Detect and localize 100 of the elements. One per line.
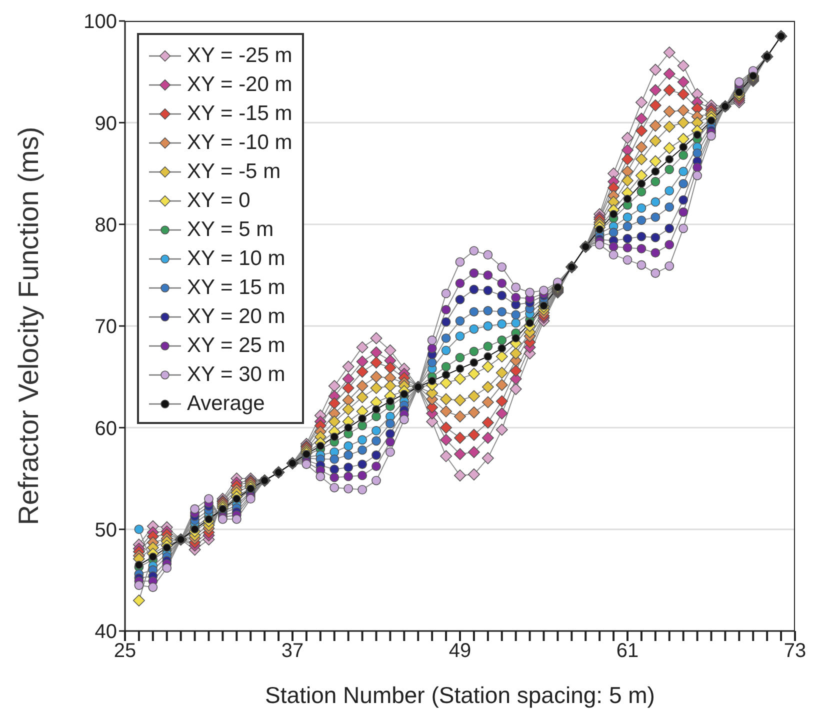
point	[399, 414, 409, 424]
point	[370, 346, 382, 358]
point	[484, 352, 492, 361]
point	[190, 525, 199, 534]
point	[496, 407, 508, 420]
point	[650, 197, 660, 207]
point	[677, 104, 690, 116]
point	[469, 307, 479, 316]
point	[482, 396, 494, 408]
point	[441, 346, 451, 356]
point	[649, 134, 662, 147]
legend-label: Average	[187, 391, 265, 417]
point	[440, 450, 452, 462]
point	[358, 484, 367, 494]
point	[384, 362, 396, 374]
point	[482, 381, 494, 393]
point	[498, 344, 506, 353]
point	[441, 305, 451, 314]
point	[692, 170, 702, 180]
point	[468, 446, 480, 458]
point	[540, 301, 548, 310]
point	[635, 96, 648, 108]
point	[649, 84, 662, 96]
point	[497, 307, 507, 316]
point	[372, 436, 381, 446]
point	[134, 580, 144, 590]
point	[511, 318, 521, 328]
legend-label: XY = 0	[187, 188, 250, 214]
point	[510, 347, 522, 360]
point	[664, 224, 674, 234]
point	[636, 232, 646, 242]
point	[650, 268, 660, 278]
point	[330, 472, 340, 482]
x-axis-title: Station Number (Station spacing: 5 m)	[265, 682, 655, 708]
point	[526, 318, 534, 328]
point	[677, 88, 690, 100]
x-tick-label: 49	[448, 640, 472, 662]
point	[468, 406, 480, 418]
point	[190, 504, 200, 514]
point	[510, 383, 522, 396]
x-tick-label: 61	[616, 640, 639, 662]
y-axis-title: Refractor Velocity Function (ms)	[12, 126, 44, 526]
point	[664, 202, 674, 212]
point	[441, 317, 451, 327]
point	[483, 270, 493, 280]
point	[608, 242, 618, 252]
point	[469, 324, 479, 334]
x-tick-label: 73	[784, 640, 806, 662]
point	[232, 514, 242, 524]
point	[622, 243, 632, 252]
point	[454, 394, 466, 406]
point	[496, 395, 508, 408]
point	[663, 68, 676, 80]
legend-label: XY = -10 m	[187, 130, 292, 156]
point	[677, 76, 690, 88]
point	[635, 112, 648, 125]
point	[482, 432, 494, 444]
point	[440, 393, 452, 406]
y-tick-label: 60	[94, 418, 117, 440]
point	[665, 155, 674, 164]
point	[622, 165, 634, 178]
legend-label: XY = -15 m	[187, 101, 292, 127]
point	[664, 164, 674, 174]
point	[342, 394, 354, 406]
point	[344, 462, 354, 472]
point	[636, 216, 646, 225]
point	[496, 378, 508, 391]
point	[483, 306, 493, 316]
point	[440, 405, 452, 418]
point	[384, 344, 396, 356]
point	[370, 332, 382, 344]
point	[372, 412, 381, 422]
point	[525, 288, 534, 298]
point	[330, 454, 340, 464]
point	[428, 376, 436, 386]
point	[692, 148, 702, 158]
point	[204, 494, 214, 504]
point	[316, 442, 325, 450]
point	[328, 380, 340, 392]
point	[441, 362, 451, 372]
point	[162, 543, 172, 552]
point	[316, 472, 326, 482]
point	[468, 428, 480, 441]
point	[342, 382, 354, 394]
point	[650, 212, 660, 222]
point	[358, 445, 367, 455]
point	[344, 423, 353, 432]
point	[469, 246, 479, 256]
point	[427, 344, 437, 354]
legend-label: XY = -25 m	[187, 43, 292, 69]
point	[636, 203, 646, 213]
point	[664, 240, 674, 250]
point	[358, 435, 367, 445]
point	[706, 131, 716, 141]
point	[344, 441, 354, 451]
point	[134, 524, 144, 534]
y-tick-label: 100	[84, 11, 117, 34]
point	[649, 99, 662, 112]
point	[455, 257, 465, 267]
y-tick-label: 80	[94, 214, 117, 236]
